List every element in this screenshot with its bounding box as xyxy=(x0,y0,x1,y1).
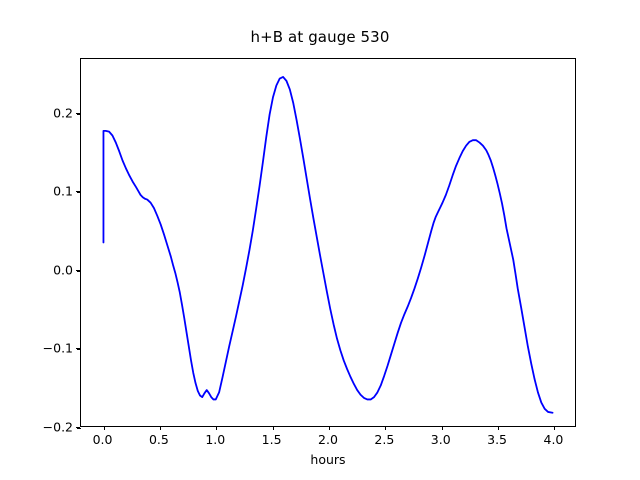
y-tick-mark xyxy=(76,269,80,271)
x-tick-mark xyxy=(385,426,387,430)
x-tick-label: 2.0 xyxy=(318,432,338,447)
plot-axes xyxy=(77,58,576,430)
y-tick-label: −0.1 xyxy=(42,340,73,356)
x-tick-label: 3.0 xyxy=(430,432,451,447)
y-axis-tick-labels: −0.2 −0.1 0.0 0.1 0.2 xyxy=(15,58,80,435)
data-series-line xyxy=(103,77,552,413)
x-tick-label: 2.5 xyxy=(374,432,395,447)
y-tick-mark xyxy=(77,428,81,429)
line-plot-svg xyxy=(81,59,575,426)
x-tick-mark xyxy=(272,426,274,430)
x-tick-mark xyxy=(329,426,330,430)
x-tick-label: 0.5 xyxy=(148,432,169,447)
y-tick-mark xyxy=(77,113,81,115)
y-tick-mark xyxy=(76,348,80,350)
x-tick-label: 3.5 xyxy=(487,432,508,447)
x-tick-mark xyxy=(216,426,218,430)
y-tick-label: 0.0 xyxy=(53,262,73,278)
x-tick-label: 0.0 xyxy=(92,432,113,447)
x-tick-mark xyxy=(103,426,105,430)
x-tick-label: 1.0 xyxy=(205,432,226,447)
x-tick-mark xyxy=(159,426,161,430)
chart-title: h+B at gauge 530 xyxy=(250,28,390,46)
x-axis-tick-labels: 0.0 0.5 1.0 1.5 2.0 2.5 3.0 3.5 4.0 xyxy=(80,432,576,450)
y-tick-mark xyxy=(76,191,80,193)
x-tick-label: 1.5 xyxy=(261,432,282,447)
x-tick-mark xyxy=(441,426,443,430)
x-tick-mark xyxy=(498,426,500,430)
y-tick-label: 0.2 xyxy=(53,105,73,121)
x-tick-mark xyxy=(554,426,556,430)
y-tick-mark xyxy=(76,427,80,428)
y-tick-label: 0.1 xyxy=(53,183,73,199)
x-axis-label: hours xyxy=(310,452,346,467)
y-tick-mark xyxy=(77,349,81,351)
y-tick-label: −0.2 xyxy=(42,419,73,435)
x-tick-label: 4.0 xyxy=(543,432,564,447)
y-tick-mark xyxy=(77,270,81,272)
y-tick-mark xyxy=(77,192,81,194)
y-tick-mark xyxy=(76,112,80,114)
